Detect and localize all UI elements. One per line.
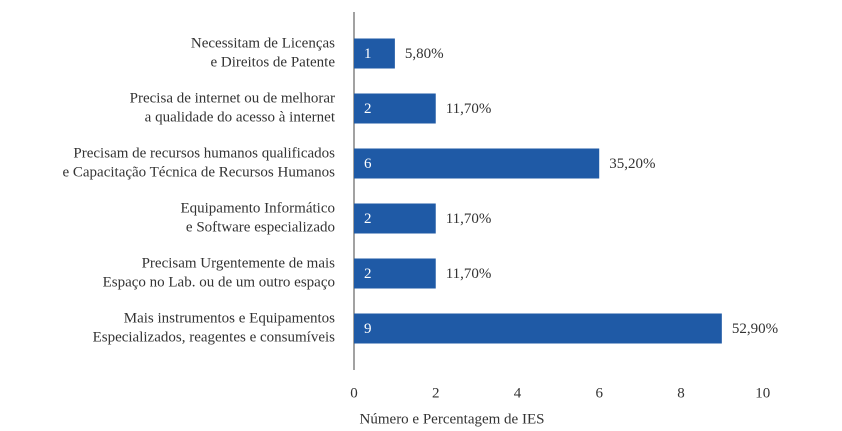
percentage-label: 5,80% <box>405 46 444 62</box>
bar-value-label: 9 <box>364 321 372 337</box>
bar <box>354 313 722 344</box>
bar <box>354 203 436 234</box>
x-tick-label: 10 <box>755 385 770 401</box>
category-label: Especializados, reagentes e consumíveis <box>93 329 336 345</box>
category-label: Precisa de internet ou de melhorar <box>130 90 335 106</box>
category-label: e Software especializado <box>186 219 335 235</box>
bar-value-label: 1 <box>364 46 372 62</box>
category-label: Precisam de recursos humanos qualificado… <box>73 145 335 161</box>
category-label: Equipamento Informático <box>180 200 335 216</box>
category-label: Mais instrumentos e Equipamentos <box>124 310 335 326</box>
percentage-label: 11,70% <box>446 211 492 227</box>
category-label: e Direitos de Patente <box>210 54 335 70</box>
bar-value-label: 2 <box>364 211 372 227</box>
percentage-label: 11,70% <box>446 101 492 117</box>
x-tick-label: 2 <box>432 385 440 401</box>
category-label: Espaço no Lab. ou de um outro espaço <box>103 274 335 290</box>
percentage-label: 11,70% <box>446 266 492 282</box>
bar-value-label: 2 <box>364 266 372 282</box>
category-label: e Capacitação Técnica de Recursos Humano… <box>62 164 335 180</box>
x-tick-label: 4 <box>514 385 522 401</box>
percentage-label: 52,90% <box>732 321 778 337</box>
category-label: Precisam Urgentemente de mais <box>142 255 336 271</box>
bar <box>354 148 600 179</box>
x-tick-label: 6 <box>595 385 603 401</box>
bar <box>354 38 395 69</box>
bar-value-label: 6 <box>364 156 372 172</box>
x-tick-label: 8 <box>677 385 685 401</box>
percentage-label: 35,20% <box>609 156 655 172</box>
x-axis-title: Número e Percentagem de IES <box>360 411 545 427</box>
category-label: a qualidade do acesso à internet <box>145 109 336 125</box>
bar <box>354 258 436 289</box>
bar <box>354 93 436 124</box>
bar-value-label: 2 <box>364 101 372 117</box>
category-label: Necessitam de Licenças <box>191 35 335 51</box>
x-tick-label: 0 <box>350 385 358 401</box>
